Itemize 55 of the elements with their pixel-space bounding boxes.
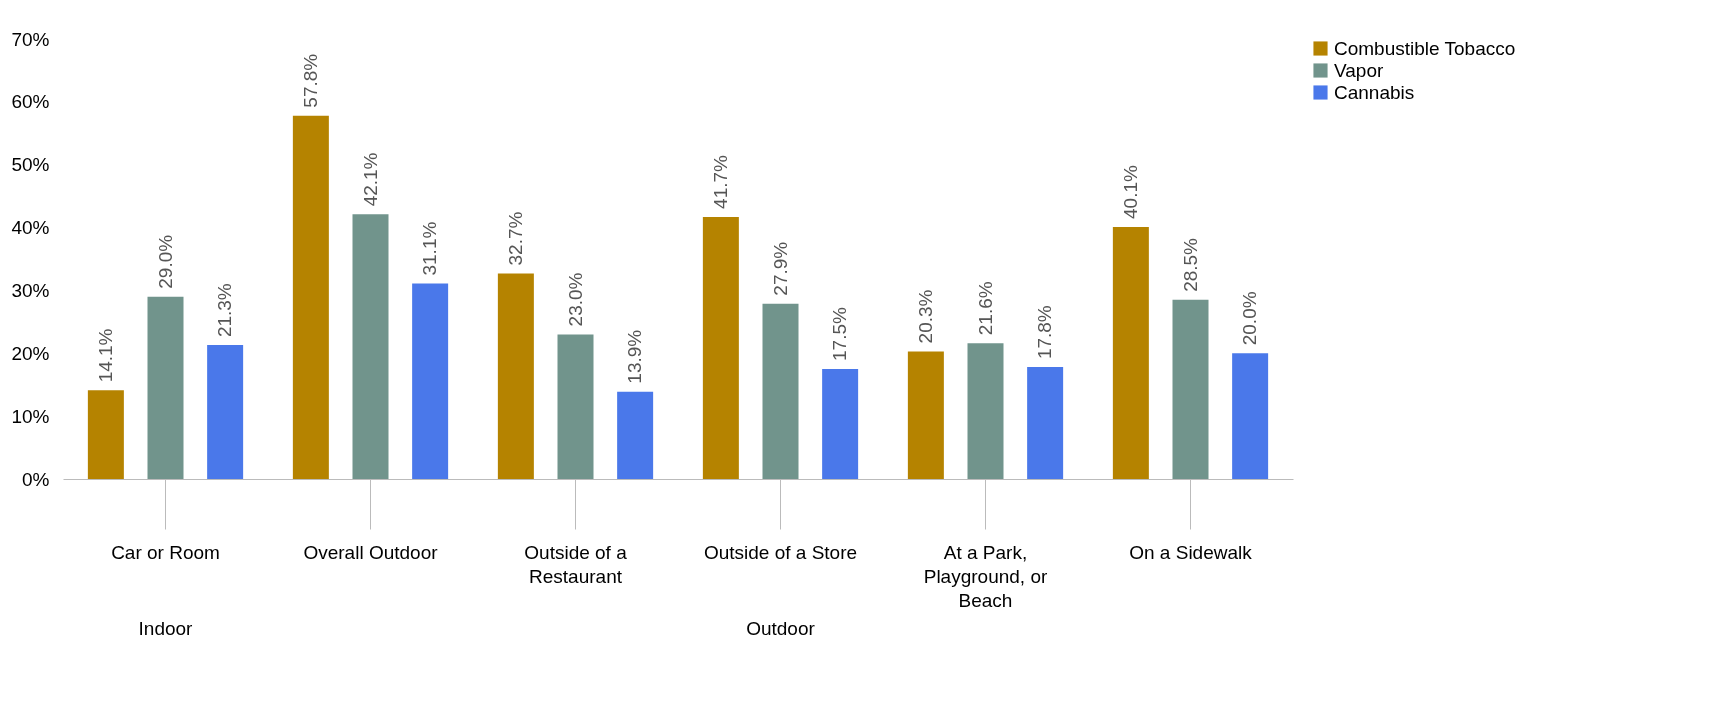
y-tick-label: 40% <box>11 217 50 239</box>
y-tick-label: 60% <box>11 91 50 113</box>
text: Outdoor <box>746 618 816 639</box>
legend-label: Combustible Tobacco <box>1334 37 1516 59</box>
data-label: 20.0% <box>1239 291 1261 346</box>
bar <box>557 334 594 479</box>
bar <box>352 214 389 479</box>
bar <box>762 303 799 479</box>
bar <box>292 115 329 479</box>
legend-label: Cannabis <box>1334 81 1415 103</box>
bar <box>822 369 859 479</box>
data-label: 41.7% <box>709 154 731 209</box>
bar <box>702 216 739 479</box>
x-tick-label: Outside of a Restaurant <box>524 541 628 587</box>
data-label: 21.3% <box>214 283 236 338</box>
bar <box>907 351 944 479</box>
data-label: 14.1% <box>94 328 116 383</box>
data-label: 42.1% <box>359 152 381 207</box>
bar <box>87 390 124 479</box>
y-tick-label: 20% <box>11 342 50 364</box>
legend-label: Vapor <box>1334 59 1384 81</box>
x-tick-label: Car or Room <box>111 541 220 563</box>
bar <box>1112 226 1149 479</box>
x-tick-label: Outside of a Store <box>703 541 858 563</box>
y-tick-label: 70% <box>11 28 50 50</box>
data-label: 20.3% <box>914 289 936 344</box>
data-label: 27.9% <box>769 241 791 296</box>
x-tick-label: Overall Outdoor <box>303 541 439 563</box>
bar <box>1027 367 1064 479</box>
data-label: 31.1% <box>419 221 441 276</box>
bar <box>207 345 244 479</box>
bar <box>412 283 449 479</box>
data-label: 17.5% <box>829 307 851 361</box>
y-tick-label: 0% <box>22 468 50 490</box>
data-label: 13.9% <box>624 329 646 384</box>
data-label: 29.0% <box>154 234 176 289</box>
y-tick-label: 30% <box>11 279 50 301</box>
bar <box>497 273 534 479</box>
data-label: 57.8% <box>299 53 321 108</box>
data-label: 40.1% <box>1119 164 1141 219</box>
bar <box>1172 299 1209 479</box>
data-label: 23.0% <box>564 272 586 327</box>
bar <box>967 343 1004 479</box>
x-tick-label: At a Park, Playground, or Beach <box>923 541 1048 611</box>
bar <box>1232 353 1269 479</box>
bar <box>617 391 654 479</box>
data-label: 21.6% <box>974 281 996 336</box>
y-tick-label: 10% <box>11 405 50 427</box>
x-tick-label: On a Sidewalk <box>1129 541 1253 563</box>
data-label: 28.5% <box>1179 237 1201 292</box>
data-label: 17.8% <box>1034 305 1056 360</box>
data-label: 32.7% <box>504 211 526 266</box>
text: Indoor <box>138 618 194 639</box>
bar <box>147 296 184 479</box>
y-tick-label: 50% <box>11 154 50 176</box>
